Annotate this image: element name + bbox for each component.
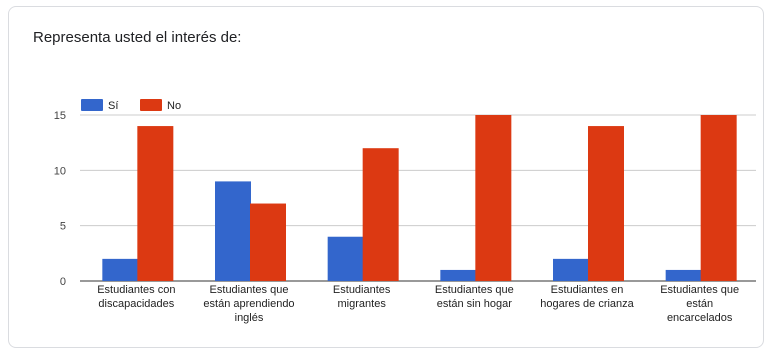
x-tick-label: encarcelados	[667, 312, 733, 324]
y-tick-label: 0	[60, 276, 66, 288]
x-tick-label: inglés	[235, 312, 264, 324]
bar-si	[215, 181, 251, 281]
bar-si	[665, 269, 702, 281]
bar-si	[102, 258, 139, 281]
bar-no	[250, 203, 286, 281]
bar-si	[440, 269, 477, 281]
x-tick-label: migrantes	[338, 298, 387, 310]
legend-label: No	[167, 100, 181, 112]
x-tick-label: Estudiantes	[333, 284, 391, 296]
bar-no	[475, 115, 512, 281]
bar-no	[588, 126, 624, 281]
bar-si	[553, 258, 589, 281]
bar-si	[327, 236, 364, 281]
bar-no	[700, 115, 737, 281]
x-tick-label: Estudiantes en	[551, 284, 624, 296]
x-tick-label: discapacidades	[98, 298, 174, 310]
bar-no	[137, 126, 174, 281]
y-tick-label: 5	[60, 221, 66, 233]
legend-swatch-no	[140, 99, 162, 111]
y-tick-label: 15	[54, 110, 66, 122]
x-tick-label: Estudiantes que	[210, 284, 289, 296]
x-tick-label: Estudiantes que	[435, 284, 514, 296]
legend-label: Sí	[108, 100, 118, 112]
bar-no	[362, 148, 399, 281]
legend-swatch-si	[81, 99, 103, 111]
x-tick-label: están	[686, 298, 713, 310]
x-tick-label: Estudiantes que	[660, 284, 739, 296]
x-tick-label: están sin hogar	[437, 298, 513, 310]
x-tick-label: están aprendiendo	[203, 298, 294, 310]
x-tick-label: hogares de crianza	[540, 298, 634, 310]
y-tick-label: 10	[54, 165, 66, 177]
x-tick-label: Estudiantes con	[97, 284, 175, 296]
chart-title: Representa usted el interés de:	[33, 29, 242, 46]
